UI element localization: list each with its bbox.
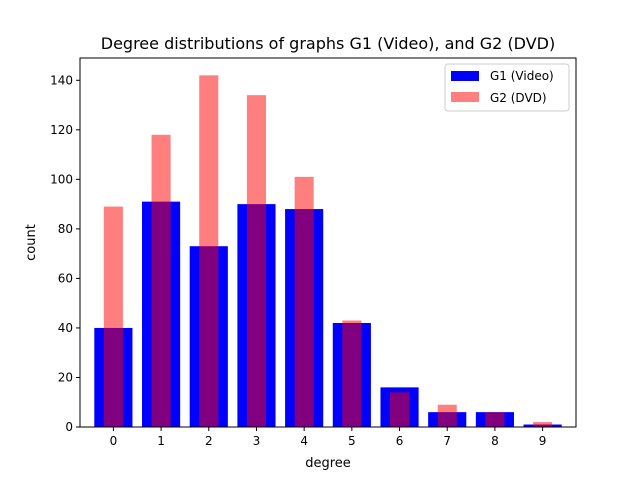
x-tick-label: 1: [157, 434, 165, 448]
legend: G1 (Video) G2 (DVD): [444, 63, 570, 112]
y-tick-label: 60: [58, 271, 73, 285]
y-tick-label: 140: [50, 73, 73, 87]
x-axis-label: degree: [305, 456, 351, 471]
bar-series2-degree-3: [246, 95, 266, 428]
legend-label-g2: G2 (DVD): [490, 91, 547, 105]
x-tick-label: 9: [539, 434, 547, 448]
y-tick-label: 120: [50, 123, 73, 137]
bar-series2-degree-9: [533, 422, 553, 427]
y-tick-label: 100: [50, 172, 73, 186]
bar-series2-degree-0: [103, 206, 123, 427]
x-tick-label: 4: [300, 434, 308, 448]
x-tick-label: 7: [443, 434, 451, 448]
legend-label-g1: G1 (Video): [490, 69, 554, 83]
axes-frame: [79, 57, 577, 428]
bars-layer: [94, 75, 562, 428]
y-axis-label: count: [24, 224, 39, 261]
x-tick-label: 2: [205, 434, 213, 448]
bar-series2-degree-5: [342, 320, 362, 427]
y-tick-label: 80: [58, 222, 73, 236]
bar-series2-degree-7: [437, 404, 457, 427]
x-ticks: 0 1 2 3 4 5 6 7 8 9: [110, 427, 547, 448]
y-tick-label: 0: [65, 420, 73, 434]
legend-swatch-g2: [451, 92, 479, 102]
y-tick-label: 20: [58, 370, 73, 384]
x-tick-label: 8: [491, 434, 499, 448]
bar-series2-degree-1: [151, 134, 171, 428]
x-tick-label: 6: [396, 434, 404, 448]
x-tick-label: 3: [253, 434, 261, 448]
bar-series2-degree-4: [294, 176, 314, 427]
bar-series2-degree-6: [390, 392, 410, 427]
bar-series2-degree-2: [199, 75, 219, 427]
y-tick-label: 40: [58, 321, 73, 335]
x-tick-label: 0: [110, 434, 118, 448]
legend-swatch-g1: [451, 71, 479, 81]
chart-title: Degree distributions of graphs G1 (Video…: [101, 34, 555, 53]
bar-series2-degree-8: [485, 412, 505, 427]
y-ticks: 0 20 40 60 80 100 120 140: [50, 73, 80, 434]
x-tick-label: 5: [348, 434, 356, 448]
